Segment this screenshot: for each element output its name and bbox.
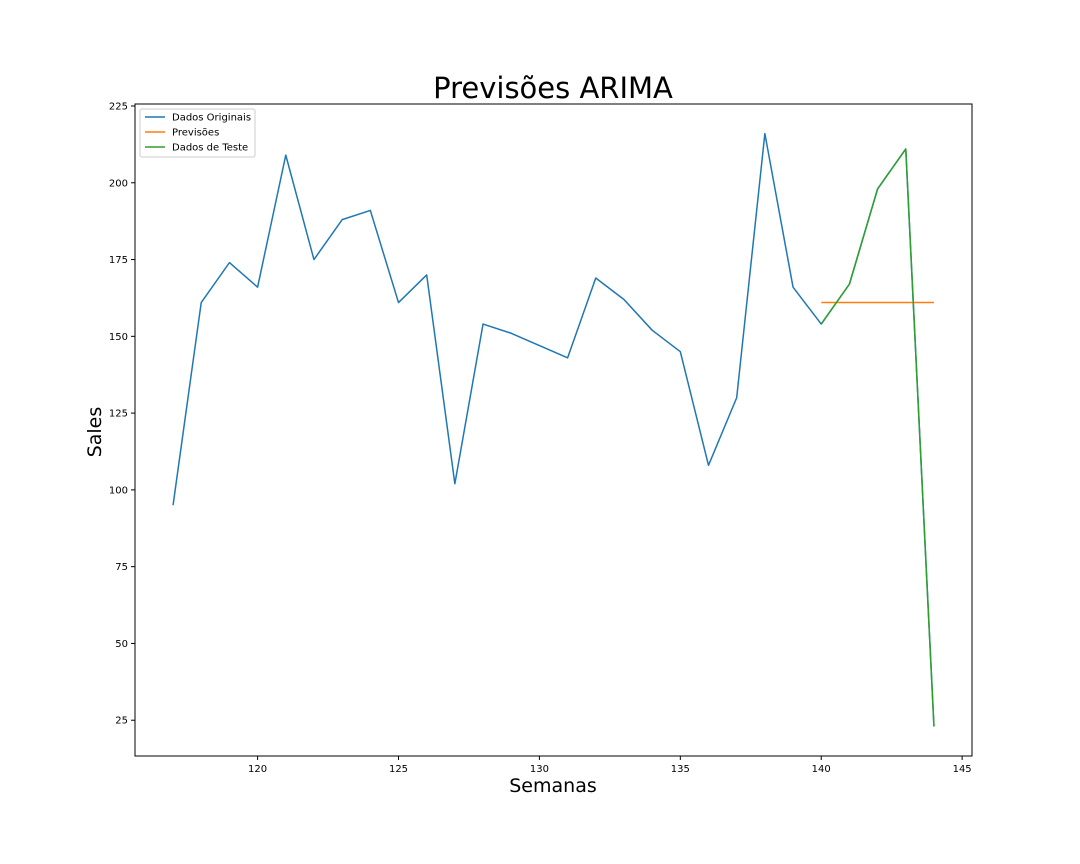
legend-entry-label: Previsões xyxy=(172,128,219,139)
legend: Dados Originais Previsões Dados de Teste xyxy=(139,108,256,158)
y-tick-label: 25 xyxy=(115,716,128,727)
y-tick-label: 225 xyxy=(109,101,128,112)
y-tick-label: 75 xyxy=(115,562,128,573)
series-line-3 xyxy=(820,148,935,727)
y-tick-label: 175 xyxy=(109,255,128,266)
y-tick-label: 150 xyxy=(109,332,128,343)
legend-entry-label: Dados de Teste xyxy=(172,143,248,154)
y-tick-label: 125 xyxy=(109,409,128,420)
x-tick-label: 130 xyxy=(530,764,549,775)
chart-title: Previsões ARIMA xyxy=(433,71,673,105)
y-tick-label: 100 xyxy=(109,485,128,496)
series-line-1 xyxy=(172,132,935,727)
x-tick-label: 120 xyxy=(248,764,267,775)
plot-frame xyxy=(134,103,973,757)
x-axis-label: Semanas xyxy=(509,775,597,797)
x-tick-label: 135 xyxy=(671,764,690,775)
x-tick-label: 140 xyxy=(812,764,831,775)
y-tick-label: 50 xyxy=(115,639,128,650)
series-layer xyxy=(172,132,935,727)
x-tick-label: 125 xyxy=(389,764,408,775)
y-axis: 25 50 75 100 125 150 175 200 225 xyxy=(109,101,135,727)
y-tick-label: 200 xyxy=(109,178,128,189)
x-tick-label: 145 xyxy=(953,764,972,775)
x-axis: 120 125 130 135 140 145 xyxy=(248,756,972,775)
legend-box xyxy=(139,108,256,158)
y-axis-label: Sales xyxy=(84,407,106,458)
legend-entry-label: Dados Originais xyxy=(172,113,251,124)
